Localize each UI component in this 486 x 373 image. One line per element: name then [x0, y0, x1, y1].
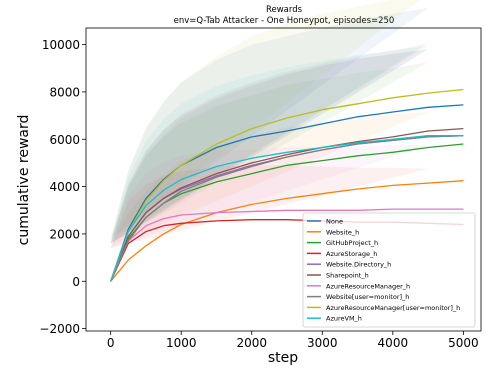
series-line-website-h — [110, 180, 464, 282]
legend-label-sharepoint-h: Sharepoint_h — [326, 272, 369, 280]
legend-frame — [302, 212, 476, 328]
x-tick-label: 4000 — [378, 336, 409, 350]
y-tick-label: 10000 — [42, 38, 80, 52]
series-line-azureresourcemanager-user-monitor-h — [110, 88, 464, 282]
y-tick-label: 8000 — [49, 85, 80, 99]
band-githubproject-h — [110, 62, 429, 244]
band-sharepoint-h — [110, 43, 429, 244]
y-axis-ticks: −2000 0 2000 4000 6000 8000 10000 — [39, 38, 86, 336]
band-website-directory-h — [110, 49, 429, 244]
x-axis-label: step — [268, 350, 298, 366]
x-tick-label: 2000 — [236, 336, 267, 350]
legend-label-azureresourcemanager-user-monitor-h: AzureResourceManager[user=monitor]_h — [326, 304, 460, 312]
y-tick-label: 4000 — [49, 180, 80, 194]
legend-label-website-user-monitor-h: Website[user=monitor]_h — [326, 293, 409, 301]
plot-area-frame — [85, 27, 482, 332]
band-website-user-monitor-h — [110, 49, 429, 244]
series-line-website-user-monitor-h — [110, 135, 464, 282]
y-tick-label: 6000 — [49, 133, 80, 147]
x-tick-label: 0 — [107, 336, 115, 350]
legend: None Website_h GitHubProject_h AzureStorage… — [302, 212, 476, 328]
series-line-none — [110, 104, 464, 282]
x-tick-label: 5000 — [448, 336, 479, 350]
y-axis-label: cumulative reward — [16, 115, 32, 246]
legend-label-website-directory-h: Website.Directory_h — [326, 261, 391, 269]
y-tick-label: −2000 — [39, 322, 80, 336]
band-azurevm-h — [110, 45, 429, 241]
chart-title: Rewards — [266, 5, 303, 15]
chart-subtitle: env=Q-Tab Attacker - One Honeypot, episo… — [174, 16, 395, 26]
band-azureresourcemanager-user-monitor-h — [110, 0, 420, 239]
legend-label-azureresourcemanager-h: AzureResourceManager_h — [326, 282, 410, 290]
band-none — [110, 7, 429, 239]
series-line-azurevm-h — [110, 135, 464, 282]
series-line-sharepoint-h — [110, 127, 464, 282]
x-tick-label: 1000 — [166, 336, 197, 350]
series-lines — [110, 88, 464, 282]
x-axis-ticks: 0 1000 2000 3000 4000 5000 — [107, 331, 479, 350]
legend-label-azurestorage-h: AzureStorage_h — [326, 250, 377, 258]
series-line-azureresourcemanager-h — [110, 208, 464, 282]
legend-label-website-h: Website_h — [326, 228, 359, 236]
legend-label-azurevm-h: AzureVM_h — [326, 315, 362, 323]
y-tick-label: 2000 — [49, 227, 80, 241]
x-tick-label: 3000 — [307, 336, 338, 350]
legend-label-none: None — [326, 218, 343, 226]
y-tick-label: 0 — [72, 275, 80, 289]
legend-label-githubproject-h: GitHubProject_h — [326, 239, 378, 247]
